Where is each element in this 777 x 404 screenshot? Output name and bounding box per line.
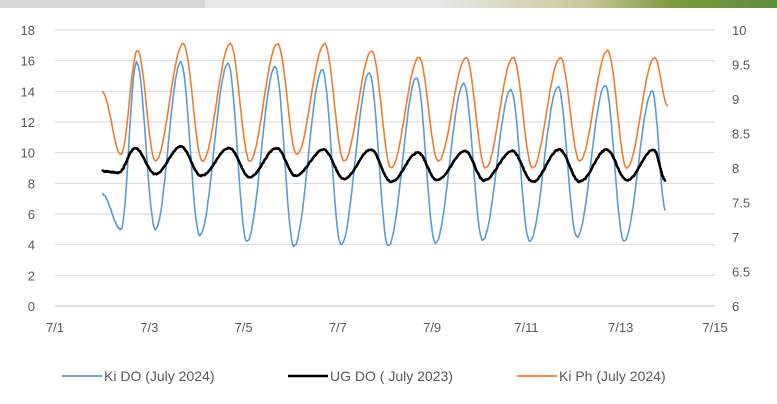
y2-tick-label: 8 (732, 161, 739, 176)
legend: Ki DO (July 2024) UG DO ( July 2023) Ki Ph… (62, 368, 666, 384)
y2-tick-label: 8.5 (732, 127, 750, 142)
y-tick-label: 14 (21, 84, 35, 99)
top-bar-image-strip (432, 0, 777, 8)
y2-tick-label: 7 (732, 230, 739, 245)
axes: 0 2 4 6 8 10 12 14 16 18 6 6.5 7 7.5 8 8.5 9 9.5 10 7/1 7/3 7… (21, 23, 751, 335)
x-tick-label: 7/13 (608, 320, 633, 335)
x-tick-label: 7/9 (423, 320, 441, 335)
y-tick-label: 6 (28, 207, 35, 222)
y2-tick-label: 9.5 (732, 58, 750, 73)
x-tick-label: 7/3 (140, 320, 158, 335)
y-tick-label: 0 (28, 299, 35, 314)
x-tick-label: 7/1 (46, 320, 64, 335)
y-tick-label: 2 (28, 268, 35, 283)
y2-tick-label: 6 (732, 299, 739, 314)
x-tick-label: 7/11 (514, 320, 538, 335)
x-tick-label: 7/15 (702, 320, 727, 335)
top-bar (0, 0, 777, 8)
legend-label: Ki Ph (July 2024) (559, 368, 666, 384)
y-tick-label: 4 (28, 238, 35, 253)
y2-tick-label: 7.5 (732, 196, 750, 211)
y-tick-label: 12 (21, 115, 35, 130)
y2-tick-label: 9 (732, 92, 739, 107)
x-tick-label: 7/5 (235, 320, 253, 335)
y-tick-label: 10 (21, 146, 35, 161)
x-tick-label: 7/7 (329, 320, 347, 335)
legend-label: Ki DO (July 2024) (104, 368, 214, 384)
y2-tick-label: 10 (732, 23, 746, 38)
y-tick-label: 16 (21, 54, 35, 69)
y-tick-label: 18 (21, 23, 35, 38)
series-line-3 (101, 42, 669, 170)
gridlines (55, 29, 715, 307)
series-layer (101, 42, 669, 248)
legend-label: UG DO ( July 2023) (330, 368, 453, 384)
y2-tick-label: 6.5 (732, 265, 750, 280)
top-bar-left-strip (0, 0, 205, 8)
series-line-2 (101, 144, 667, 184)
y-tick-label: 8 (28, 176, 35, 191)
